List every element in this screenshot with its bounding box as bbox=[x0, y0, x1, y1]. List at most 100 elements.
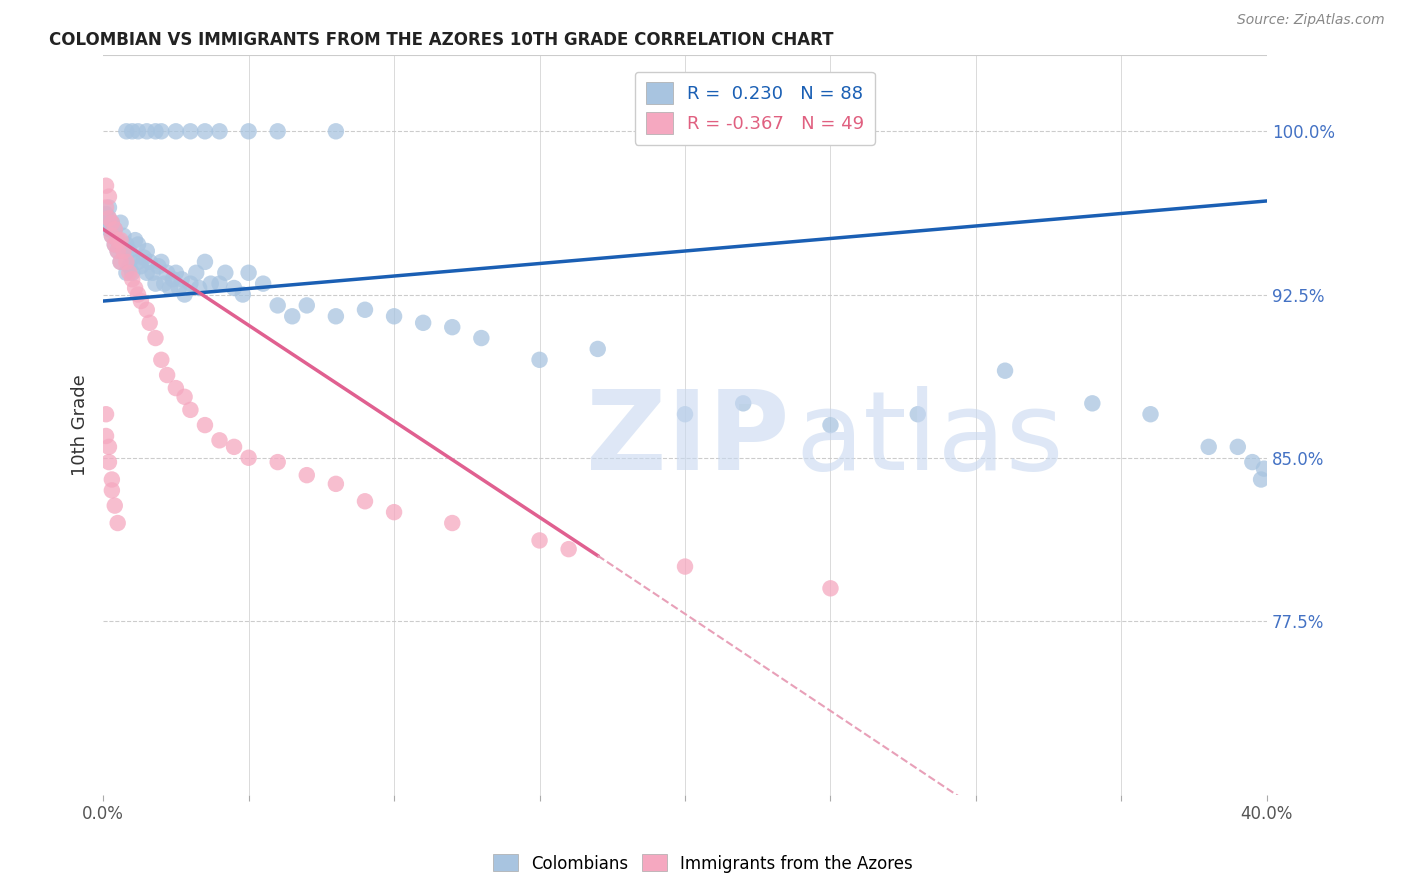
Point bbox=[179, 277, 201, 291]
Point bbox=[135, 302, 157, 317]
Point bbox=[135, 244, 157, 258]
Point bbox=[165, 266, 187, 280]
Point bbox=[129, 259, 152, 273]
Point bbox=[115, 237, 138, 252]
Text: Source: ZipAtlas.com: Source: ZipAtlas.com bbox=[1237, 13, 1385, 28]
Point bbox=[162, 272, 184, 286]
Point bbox=[135, 124, 157, 138]
Point bbox=[127, 237, 149, 252]
Point bbox=[112, 244, 135, 258]
Point bbox=[94, 407, 117, 421]
Point bbox=[441, 320, 464, 334]
Point bbox=[1250, 473, 1272, 487]
Point bbox=[1241, 455, 1264, 469]
Point bbox=[145, 331, 167, 345]
Legend: Colombians, Immigrants from the Azores: Colombians, Immigrants from the Azores bbox=[486, 847, 920, 880]
Point bbox=[179, 402, 201, 417]
Point bbox=[733, 396, 755, 410]
Point bbox=[673, 407, 696, 421]
Point bbox=[325, 310, 347, 324]
Point bbox=[101, 228, 124, 243]
Point bbox=[267, 298, 290, 312]
Point bbox=[156, 368, 179, 382]
Y-axis label: 10th Grade: 10th Grade bbox=[72, 375, 89, 476]
Point bbox=[142, 266, 165, 280]
Text: atlas: atlas bbox=[796, 386, 1064, 493]
Point bbox=[97, 201, 120, 215]
Point bbox=[238, 266, 260, 280]
Point bbox=[101, 483, 124, 498]
Point bbox=[295, 298, 318, 312]
Point bbox=[107, 233, 129, 247]
Point bbox=[188, 281, 211, 295]
Point bbox=[110, 255, 132, 269]
Point bbox=[994, 364, 1017, 378]
Point bbox=[153, 277, 176, 291]
Point bbox=[1139, 407, 1161, 421]
Point bbox=[208, 277, 231, 291]
Point bbox=[529, 352, 551, 367]
Point bbox=[97, 222, 120, 236]
Point bbox=[1253, 461, 1275, 475]
Point bbox=[107, 233, 129, 247]
Point bbox=[325, 124, 347, 138]
Point bbox=[107, 244, 129, 258]
Point bbox=[586, 342, 609, 356]
Text: COLOMBIAN VS IMMIGRANTS FROM THE AZORES 10TH GRADE CORRELATION CHART: COLOMBIAN VS IMMIGRANTS FROM THE AZORES … bbox=[49, 31, 834, 49]
Point bbox=[148, 259, 170, 273]
Point bbox=[441, 516, 464, 530]
Point bbox=[470, 331, 492, 345]
Point bbox=[208, 434, 231, 448]
Point bbox=[354, 302, 377, 317]
Point bbox=[110, 233, 132, 247]
Point bbox=[1226, 440, 1249, 454]
Point bbox=[127, 287, 149, 301]
Point bbox=[132, 251, 155, 265]
Point bbox=[124, 281, 146, 295]
Point bbox=[118, 266, 141, 280]
Point bbox=[121, 266, 143, 280]
Point bbox=[179, 124, 201, 138]
Point bbox=[107, 244, 129, 258]
Point bbox=[907, 407, 929, 421]
Point bbox=[382, 310, 405, 324]
Point bbox=[129, 294, 152, 309]
Point bbox=[412, 316, 434, 330]
Legend: R =  0.230   N = 88, R = -0.367   N = 49: R = 0.230 N = 88, R = -0.367 N = 49 bbox=[634, 71, 875, 145]
Point bbox=[97, 189, 120, 203]
Point bbox=[121, 124, 143, 138]
Point bbox=[1198, 440, 1220, 454]
Point bbox=[94, 207, 117, 221]
Point bbox=[267, 455, 290, 469]
Point bbox=[138, 316, 160, 330]
Point bbox=[104, 237, 127, 252]
Point bbox=[194, 418, 217, 433]
Point bbox=[94, 178, 117, 193]
Point bbox=[104, 237, 127, 252]
Point bbox=[124, 233, 146, 247]
Point bbox=[115, 124, 138, 138]
Point bbox=[104, 499, 127, 513]
Point bbox=[557, 542, 579, 557]
Point bbox=[104, 222, 127, 236]
Point bbox=[194, 124, 217, 138]
Point bbox=[97, 211, 120, 226]
Point bbox=[150, 124, 173, 138]
Point bbox=[101, 473, 124, 487]
Point bbox=[673, 559, 696, 574]
Point bbox=[150, 352, 173, 367]
Point bbox=[121, 251, 143, 265]
Point bbox=[112, 228, 135, 243]
Point bbox=[295, 468, 318, 483]
Point bbox=[159, 281, 181, 295]
Point bbox=[194, 255, 217, 269]
Point bbox=[112, 244, 135, 258]
Point bbox=[145, 277, 167, 291]
Point bbox=[186, 266, 208, 280]
Point bbox=[115, 266, 138, 280]
Point bbox=[110, 255, 132, 269]
Point bbox=[325, 476, 347, 491]
Point bbox=[101, 216, 124, 230]
Point bbox=[238, 450, 260, 465]
Point bbox=[107, 516, 129, 530]
